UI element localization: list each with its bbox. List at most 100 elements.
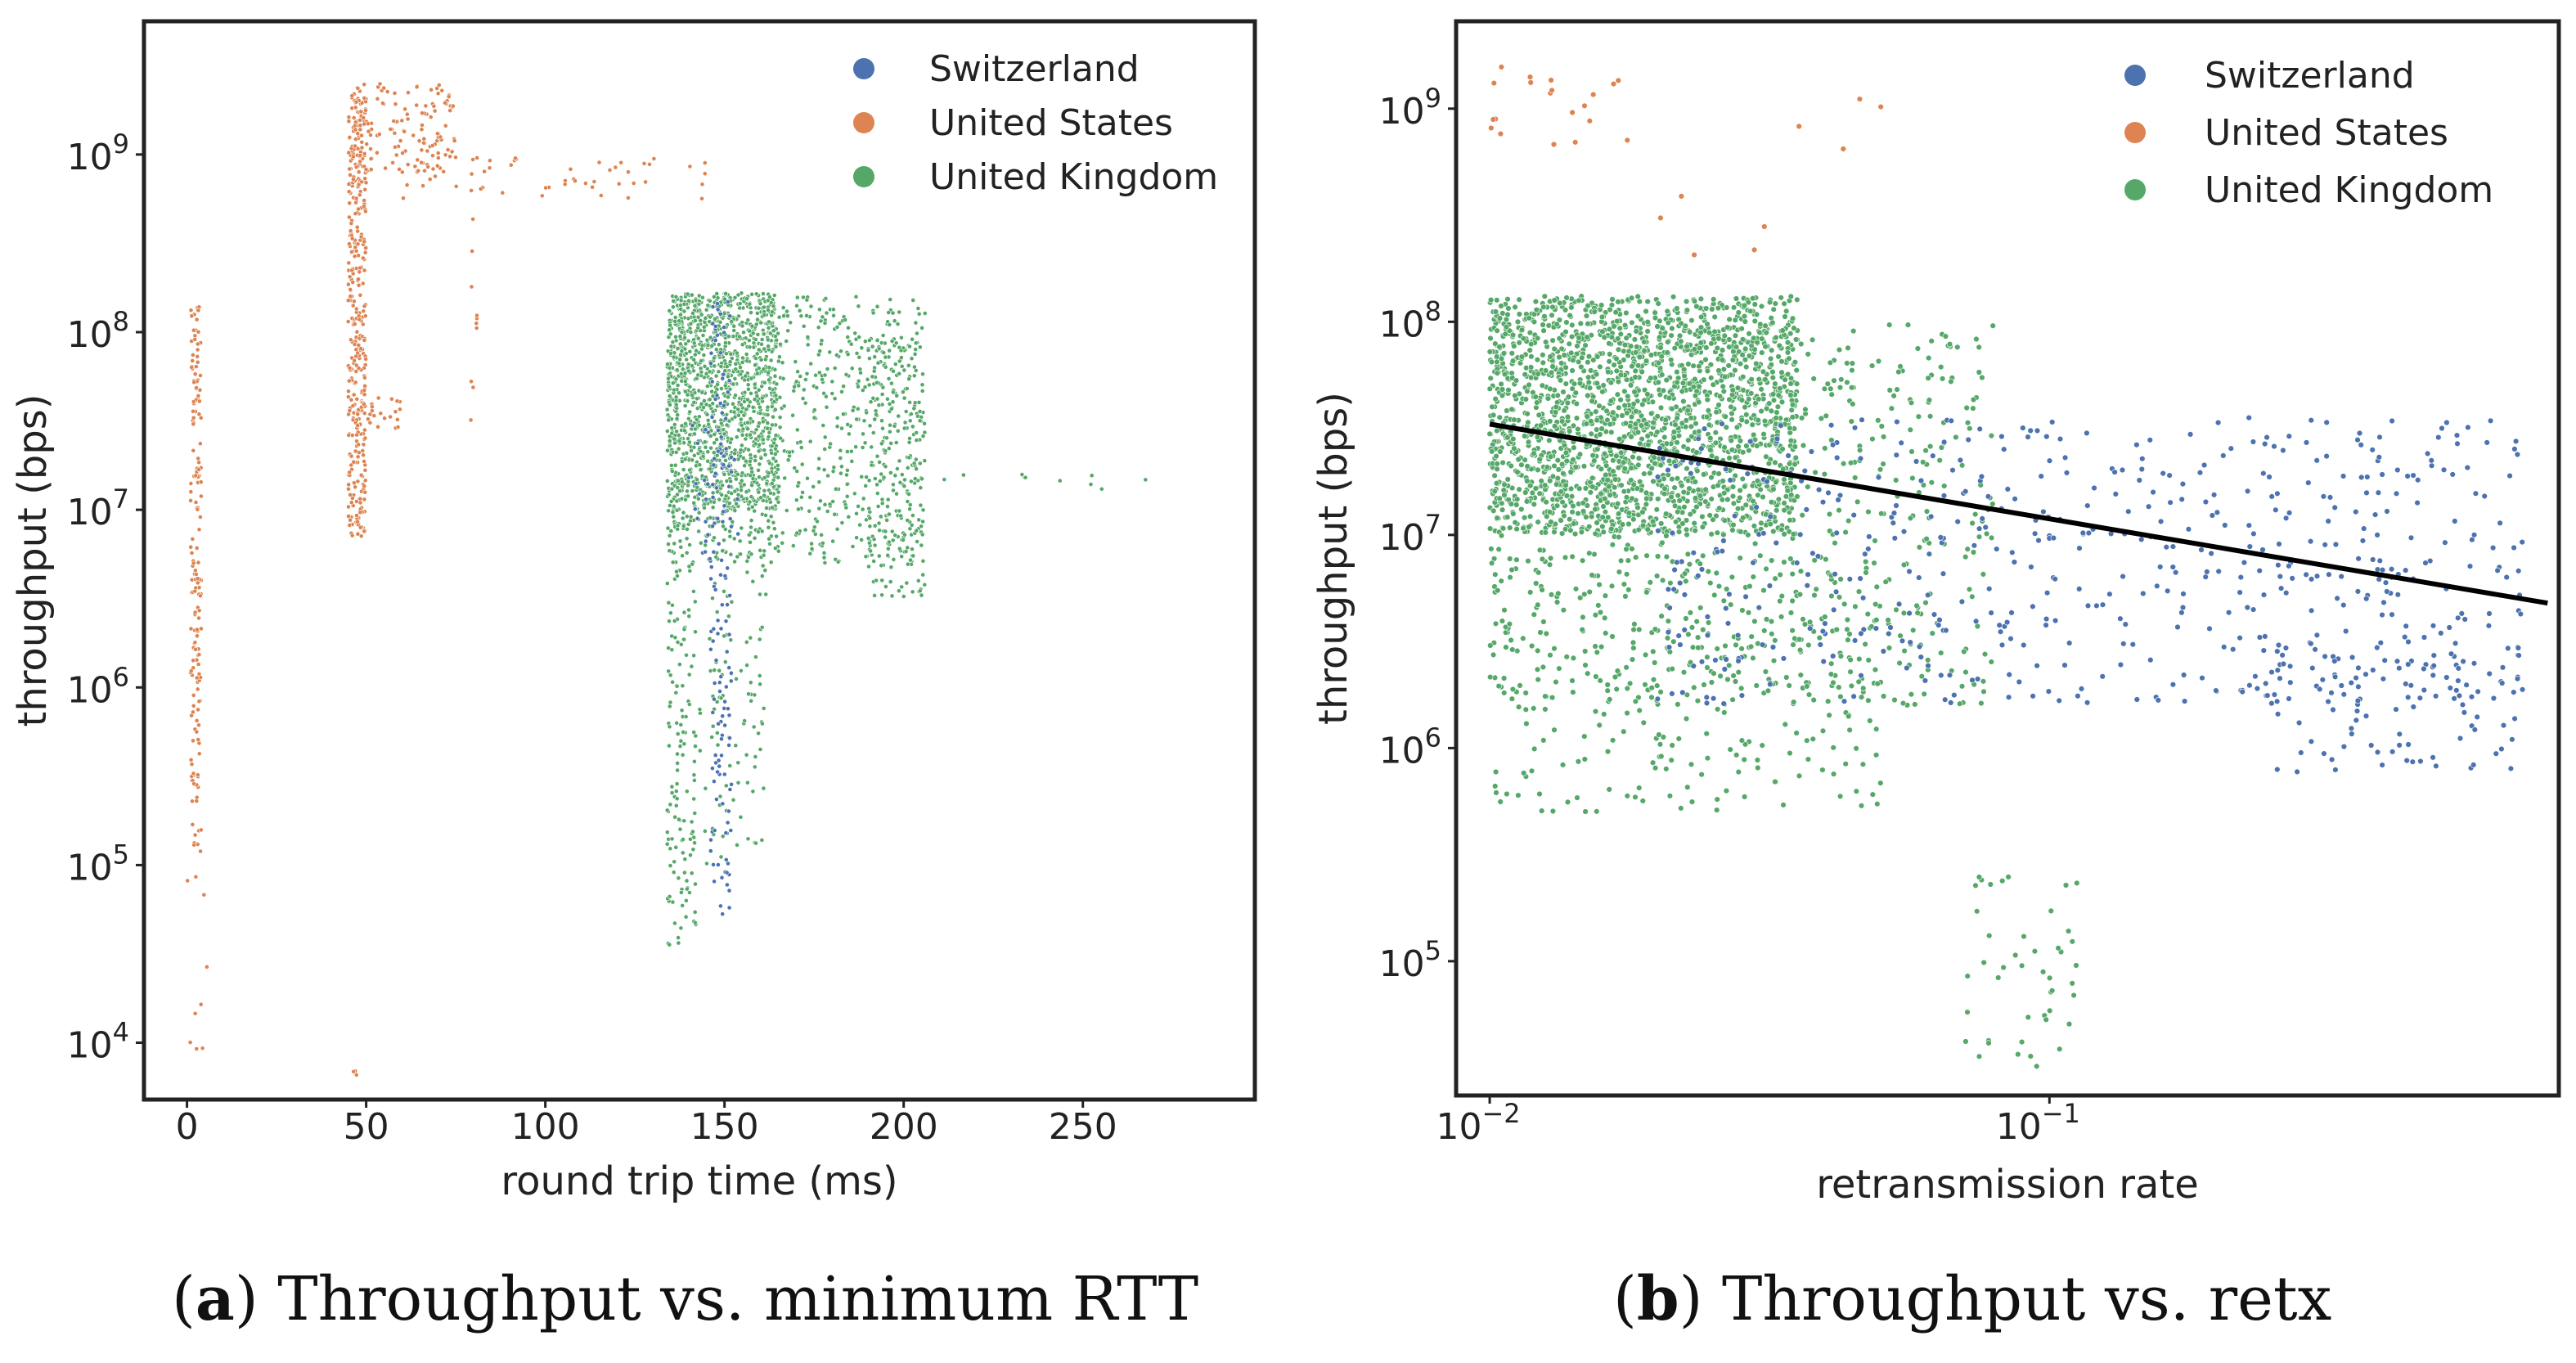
point-united-kingdom (739, 448, 743, 452)
point-united-states (357, 367, 361, 371)
point-united-states (194, 500, 198, 504)
point-united-kingdom (693, 910, 697, 914)
point-united-kingdom (683, 335, 687, 340)
point-united-kingdom (1489, 359, 1495, 365)
point-united-states (401, 196, 405, 200)
point-united-kingdom (1629, 414, 1634, 420)
point-united-kingdom (1607, 358, 1612, 364)
point-united-kingdom (668, 725, 672, 729)
point-united-kingdom (1581, 463, 1587, 469)
point-united-kingdom (812, 408, 816, 412)
y-axis-title-a: throughput (bps) (10, 394, 56, 727)
point-united-states (447, 95, 451, 99)
point-united-kingdom (681, 524, 686, 528)
point-united-kingdom (1500, 460, 1506, 466)
point-united-kingdom (757, 731, 761, 735)
point-united-kingdom (1537, 491, 1543, 497)
point-united-states (421, 141, 425, 145)
point-united-kingdom (1603, 496, 1608, 502)
point-switzerland (698, 492, 702, 496)
point-united-kingdom (1495, 328, 1500, 334)
point-united-kingdom (692, 778, 696, 782)
point-united-kingdom (772, 399, 776, 403)
point-united-kingdom (668, 894, 672, 898)
point-united-states (360, 146, 364, 150)
point-united-kingdom (680, 708, 684, 713)
point-united-states (416, 169, 420, 173)
point-united-states (349, 222, 353, 226)
point-united-kingdom (699, 541, 703, 545)
point-united-kingdom (672, 921, 677, 925)
point-united-kingdom (1553, 410, 1558, 416)
point-united-kingdom (889, 441, 893, 445)
point-united-kingdom (690, 394, 695, 398)
point-united-kingdom (686, 522, 690, 526)
point-united-kingdom (873, 476, 877, 480)
point-switzerland (718, 312, 722, 316)
point-united-kingdom (678, 353, 682, 357)
point-united-kingdom (679, 890, 683, 894)
point-united-kingdom (762, 493, 767, 497)
point-united-kingdom (825, 405, 829, 409)
point-united-kingdom (699, 367, 703, 371)
point-united-states (196, 577, 200, 581)
point-united-kingdom (775, 467, 780, 471)
point-united-kingdom (885, 397, 889, 401)
point-united-kingdom (886, 553, 890, 557)
point-united-kingdom (675, 782, 679, 786)
point-united-kingdom (736, 761, 740, 765)
point-united-kingdom (891, 488, 895, 493)
x-tick-label: 50 (344, 1106, 389, 1148)
point-united-kingdom (880, 593, 884, 597)
point-united-kingdom (1729, 404, 1734, 410)
point-united-kingdom (706, 304, 710, 308)
point-united-kingdom (1776, 393, 1782, 398)
point-united-kingdom (849, 449, 853, 453)
point-united-kingdom (1735, 506, 1741, 511)
point-united-kingdom (775, 338, 779, 342)
point-united-kingdom (767, 542, 771, 546)
point-united-kingdom (675, 508, 679, 512)
point-united-kingdom (823, 447, 827, 451)
point-united-states (363, 384, 367, 388)
point-united-kingdom (1727, 317, 1733, 322)
point-switzerland (711, 495, 715, 499)
point-united-kingdom (1509, 407, 1515, 412)
point-united-kingdom (1616, 405, 1621, 411)
point-united-kingdom (778, 395, 782, 399)
point-united-kingdom (760, 337, 764, 341)
point-united-kingdom (1519, 462, 1525, 468)
point-united-states (362, 96, 366, 100)
point-united-kingdom (829, 442, 833, 446)
point-united-kingdom (704, 861, 708, 866)
point-switzerland (708, 362, 713, 366)
point-united-kingdom (668, 942, 672, 947)
point-united-kingdom (752, 725, 756, 729)
point-united-kingdom (682, 742, 686, 746)
point-united-kingdom (1557, 354, 1562, 360)
point-united-states (357, 270, 362, 274)
point-united-kingdom (873, 355, 877, 359)
point-united-kingdom (688, 542, 692, 547)
point-united-kingdom (803, 401, 807, 405)
point-united-kingdom (1715, 483, 1721, 488)
point-united-kingdom (920, 372, 924, 376)
point-switzerland (718, 401, 722, 405)
point-united-kingdom (723, 340, 727, 344)
point-united-kingdom (921, 559, 925, 563)
point-switzerland (716, 308, 720, 312)
point-united-states (406, 117, 410, 121)
point-united-kingdom (815, 385, 819, 389)
point-united-kingdom (679, 545, 683, 549)
point-united-kingdom (917, 400, 921, 404)
point-united-states (356, 412, 360, 416)
point-united-kingdom (762, 488, 767, 493)
point-united-kingdom (690, 820, 694, 824)
point-united-kingdom (685, 537, 689, 541)
point-united-kingdom (1675, 509, 1680, 515)
point-united-kingdom (753, 655, 758, 659)
point-united-kingdom (749, 519, 753, 523)
point-united-kingdom (917, 312, 921, 316)
point-united-kingdom (886, 547, 890, 551)
